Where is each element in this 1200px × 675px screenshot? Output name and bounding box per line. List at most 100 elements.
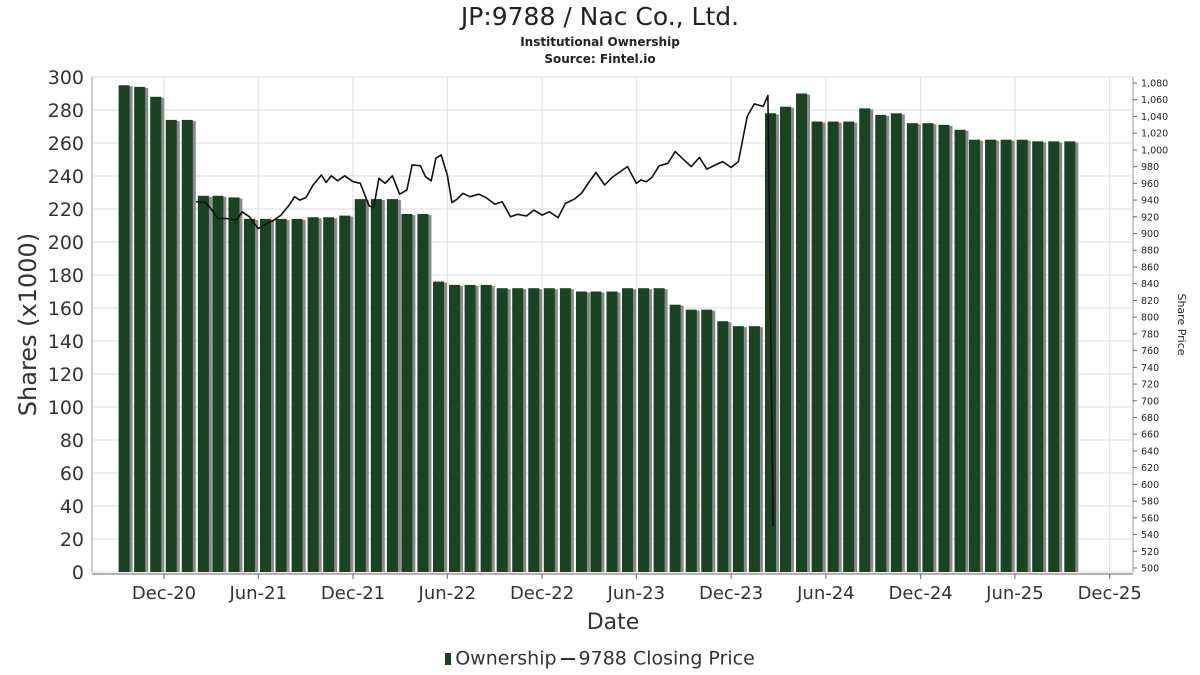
x-tick-label: Dec-20 bbox=[132, 583, 196, 604]
y2-tick-label: 800 bbox=[1141, 313, 1159, 324]
x-tick-label: Jun-22 bbox=[418, 583, 477, 604]
y-tick-label: 40 bbox=[60, 496, 84, 518]
ownership-bar bbox=[622, 288, 634, 572]
ownership-bar bbox=[638, 288, 650, 572]
ownership-bar bbox=[181, 119, 193, 573]
ownership-bar bbox=[543, 288, 555, 572]
ownership-bar bbox=[1048, 141, 1060, 572]
ownership-bar bbox=[339, 215, 351, 572]
ownership-bar bbox=[922, 123, 934, 572]
ownership-bar bbox=[811, 121, 823, 573]
y2-tick-label: 500 bbox=[1141, 564, 1159, 575]
ownership-bar bbox=[512, 288, 524, 572]
ownership-bar bbox=[197, 195, 209, 573]
y2-tick-label: 680 bbox=[1141, 413, 1159, 424]
y2-tick-label: 760 bbox=[1141, 346, 1159, 357]
y-axis-title: Shares (x1000) bbox=[14, 233, 42, 416]
y2-tick-label: 1,000 bbox=[1141, 145, 1168, 156]
legend-price-label: 9788 Closing Price bbox=[578, 647, 755, 670]
ownership-bar bbox=[954, 129, 966, 573]
y2-tick-label: 520 bbox=[1141, 547, 1159, 558]
y-tick-label: 140 bbox=[48, 331, 84, 353]
x-tick-label: Dec-24 bbox=[889, 583, 953, 604]
ownership-bar bbox=[938, 124, 950, 572]
ownership-bar bbox=[370, 199, 382, 572]
y2-tick-label: 780 bbox=[1141, 329, 1159, 340]
ownership-bar bbox=[528, 288, 540, 572]
ownership-bar bbox=[449, 284, 461, 572]
ownership-bar bbox=[827, 121, 839, 573]
x-tick-label: Dec-25 bbox=[1078, 583, 1142, 604]
ownership-bar bbox=[779, 106, 791, 572]
y-tick-label: 80 bbox=[60, 430, 84, 452]
y2-tick-label: 580 bbox=[1141, 497, 1159, 508]
ownership-bar bbox=[1032, 141, 1044, 572]
ownership-bar bbox=[685, 309, 697, 572]
ownership-bar bbox=[323, 217, 335, 572]
price-line bbox=[196, 94, 774, 527]
ownership-bar bbox=[890, 113, 902, 573]
x-tick-label: Jun-24 bbox=[796, 583, 855, 604]
ownership-bar bbox=[796, 93, 808, 572]
y2-tick-label: 840 bbox=[1141, 279, 1159, 290]
y-tick-label: 200 bbox=[48, 232, 84, 254]
ownership-bar bbox=[291, 218, 303, 572]
ownership-bar bbox=[134, 86, 146, 573]
ownership-bar bbox=[212, 195, 224, 573]
ownership-bar bbox=[150, 96, 162, 573]
y2-tick-label: 560 bbox=[1141, 513, 1159, 524]
legend-price-swatch bbox=[560, 657, 575, 660]
y2-tick-label: 920 bbox=[1141, 212, 1159, 223]
y2-tick-label: 960 bbox=[1141, 179, 1159, 190]
y-tick-label: 120 bbox=[48, 364, 84, 386]
ownership-bar bbox=[859, 108, 871, 572]
legend-ownership-label: Ownership bbox=[455, 647, 557, 670]
ownership-bar bbox=[243, 218, 255, 572]
y-tick-label: 100 bbox=[48, 397, 84, 419]
ownership-bar bbox=[748, 326, 760, 572]
ownership-bar bbox=[275, 218, 287, 572]
ownership-bar bbox=[260, 218, 271, 572]
x-axis-title: Date bbox=[587, 610, 640, 635]
x-tick-label: Jun-25 bbox=[985, 583, 1044, 604]
ownership-bar bbox=[875, 114, 887, 572]
x-tick-label: Jun-21 bbox=[228, 583, 287, 604]
y2-tick-label: 620 bbox=[1141, 463, 1159, 474]
y2-tick-label: 880 bbox=[1141, 246, 1159, 257]
y2-tick-label: 1,040 bbox=[1141, 112, 1168, 123]
ownership-bar bbox=[354, 199, 366, 572]
chart-title: JP:9788 / Nac Co., Ltd. bbox=[460, 2, 740, 31]
y2-tick-label: 640 bbox=[1141, 446, 1159, 457]
ownership-bar bbox=[843, 121, 855, 573]
y-tick-label: 220 bbox=[48, 199, 84, 221]
chart-subtitle-ownership: Institutional Ownership bbox=[520, 35, 680, 49]
y2-tick-label: 860 bbox=[1141, 262, 1159, 273]
y2-tick-label: 940 bbox=[1141, 196, 1159, 207]
ownership-bar bbox=[575, 291, 587, 572]
ownership-bar bbox=[559, 288, 571, 572]
ownership-bar bbox=[464, 284, 476, 572]
ownership-bar bbox=[496, 288, 508, 572]
x-tick-label: Dec-23 bbox=[699, 583, 763, 604]
y-tick-label: 160 bbox=[48, 298, 84, 320]
y-tick-label: 0 bbox=[72, 562, 84, 584]
ownership-bar bbox=[969, 139, 981, 572]
y2-tick-label: 820 bbox=[1141, 296, 1159, 307]
x-tick-label: Dec-21 bbox=[321, 583, 385, 604]
ownership-bar bbox=[653, 288, 665, 572]
y2-tick-label: 1,020 bbox=[1141, 129, 1168, 140]
y-tick-label: 20 bbox=[60, 529, 84, 551]
y-tick-label: 260 bbox=[48, 133, 84, 155]
y-tick-label: 60 bbox=[60, 463, 84, 485]
y2-axis-title: Share Price bbox=[1175, 293, 1188, 355]
y2-tick-label: 740 bbox=[1141, 363, 1159, 374]
ownership-bar bbox=[228, 197, 240, 572]
ownership-bar bbox=[118, 85, 130, 572]
ownership-bar bbox=[480, 284, 492, 572]
ownership-bar bbox=[906, 123, 918, 572]
ownership-bar bbox=[717, 321, 729, 572]
ownership-bar bbox=[386, 199, 398, 572]
chart-legend: Ownership 9788 Closing Price bbox=[0, 647, 1200, 670]
ownership-bar bbox=[307, 217, 319, 572]
